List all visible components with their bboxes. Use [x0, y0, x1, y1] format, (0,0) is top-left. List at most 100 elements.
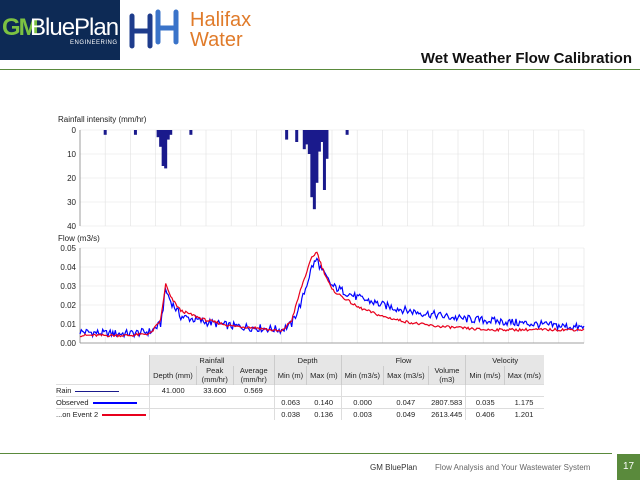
- table-cell: [196, 396, 234, 409]
- rain-bar: [322, 130, 326, 190]
- col-header: Min (m3/s): [340, 366, 384, 385]
- rain-bar: [169, 130, 173, 135]
- table-cell: [149, 408, 197, 420]
- col-header: Depth (mm): [149, 366, 197, 385]
- event2-flow-line: [79, 251, 585, 338]
- row-label: Observed: [56, 398, 89, 407]
- gm-blueplan-logo: GM BluePlan ENGINEERING: [0, 0, 120, 60]
- rain-bar: [156, 130, 160, 138]
- rain-bar: [133, 130, 137, 135]
- table-cell: 0.063: [273, 396, 307, 409]
- rain-bar: [305, 130, 309, 145]
- rain-bar: [315, 130, 319, 183]
- halifax-water-mark-icon: [129, 9, 179, 49]
- rain-bar: [317, 130, 321, 152]
- table-cell: [428, 384, 466, 397]
- logo-engineering-text: ENGINEERING: [70, 40, 118, 46]
- table-cell: [465, 384, 505, 397]
- rain-bar: [164, 130, 168, 169]
- table-cell: [306, 384, 342, 397]
- row-label: Rain: [56, 386, 72, 395]
- logo-gm-text: GM: [2, 14, 39, 41]
- group-depth: Depth: [273, 355, 342, 366]
- col-header: Max (m/s): [503, 366, 544, 385]
- table-cell: [273, 384, 307, 397]
- table-cell: [233, 396, 275, 409]
- rain-bar: [295, 130, 299, 142]
- table-cell: 1.201: [504, 408, 544, 420]
- page-title: Wet Weather Flow Calibration: [420, 50, 632, 67]
- col-header: Min (m/s): [465, 366, 505, 385]
- table-row: ...on Event 2 0.038 0.136 0.003 0.049 26…: [56, 408, 544, 420]
- flow-tick-label: 0.03: [60, 282, 76, 291]
- table-cell: 0.000: [340, 396, 384, 409]
- group-rainfall: Rainfall: [149, 355, 275, 366]
- rain-tick-label: 40: [67, 222, 76, 231]
- col-header: Volume (m3): [427, 366, 466, 385]
- table-cell: 41.000: [149, 384, 197, 397]
- rain-tick-label: 20: [67, 174, 76, 183]
- table-cell: [340, 384, 384, 397]
- table-cell: [233, 408, 275, 420]
- footer-text: Flow Analysis and Your Wastewater System: [435, 463, 591, 472]
- table-row: Rain 41.000 33.600 0.569: [56, 384, 544, 397]
- stats-table: Rainfall Depth Flow Velocity Depth (mm) …: [56, 355, 544, 420]
- flow-tick-label: 0.04: [60, 263, 76, 272]
- col-header: Min (m): [273, 366, 307, 385]
- rain-bar: [285, 130, 289, 140]
- rain-ylabel: Rainfall intensity (mm/hr): [58, 115, 147, 124]
- footer-brand: GM BluePlan: [370, 463, 418, 472]
- table-cell: 0.569: [233, 384, 275, 397]
- stats-group-row: Rainfall Depth Flow Velocity: [56, 355, 544, 366]
- table-cell: 0.038: [273, 408, 307, 420]
- halifax-water-logo: Halifax Water: [128, 6, 258, 56]
- rain-bar: [166, 130, 170, 140]
- col-header: Peak (mm/hr): [195, 366, 234, 385]
- rain-bar: [312, 130, 316, 210]
- rain-tick-label: 10: [67, 150, 76, 159]
- table-cell: [383, 384, 429, 397]
- group-flow: Flow: [340, 355, 466, 366]
- rain-bar: [189, 130, 193, 135]
- rain-bar: [307, 130, 311, 154]
- col-header: Max (m3/s): [383, 366, 429, 385]
- flow-ylabel: Flow (m3/s): [58, 234, 100, 243]
- rain-bar: [302, 130, 306, 150]
- page-number: 17: [617, 454, 640, 480]
- table-cell: 0.035: [465, 396, 505, 409]
- flow-tick-label: 0.05: [60, 244, 76, 253]
- col-header: Max (m): [306, 366, 342, 385]
- table-cell: 0.049: [383, 408, 429, 420]
- observed-legend-swatch: [92, 402, 137, 405]
- table-cell: [504, 384, 544, 397]
- table-cell: 2807.583: [428, 396, 466, 409]
- flow-tick-label: 0.01: [60, 320, 76, 329]
- rain-bar: [103, 130, 107, 135]
- table-cell: 0.140: [306, 396, 342, 409]
- col-header: Average (mm/hr): [232, 366, 275, 385]
- table-row: Observed 0.063 0.140 0.000 0.047 2807.58…: [56, 396, 544, 409]
- calibration-chart: Rainfall intensity (mm/hr) 0 10 20 30 40 Flow …: [58, 115, 585, 348]
- table-cell: 0.003: [340, 408, 384, 420]
- logo-blueplan-text: BluePlan: [30, 14, 119, 41]
- footer-divider: [0, 453, 612, 454]
- rain-bar: [320, 130, 324, 142]
- flow-tick-label: 0.00: [60, 339, 76, 348]
- row-label: ...on Event 2: [56, 410, 99, 419]
- rain-tick-label: 30: [67, 198, 76, 207]
- table-cell: [149, 396, 197, 409]
- group-velocity: Velocity: [465, 355, 544, 366]
- rain-bar: [310, 130, 314, 198]
- rain-legend-swatch: [75, 390, 120, 392]
- table-cell: 2613.445: [428, 408, 466, 420]
- rain-bar: [159, 130, 163, 147]
- stats-header-row: Depth (mm) Peak (mm/hr) Average (mm/hr) …: [56, 366, 544, 385]
- event2-legend-swatch: [102, 414, 147, 417]
- rain-tick-label: 0: [72, 126, 77, 135]
- table-cell: 0.136: [306, 408, 342, 420]
- table-cell: 0.406: [465, 408, 505, 420]
- rain-bar: [325, 130, 329, 159]
- header-divider: [0, 69, 640, 70]
- table-cell: 0.047: [383, 396, 429, 409]
- table-cell: 33.600: [196, 384, 234, 397]
